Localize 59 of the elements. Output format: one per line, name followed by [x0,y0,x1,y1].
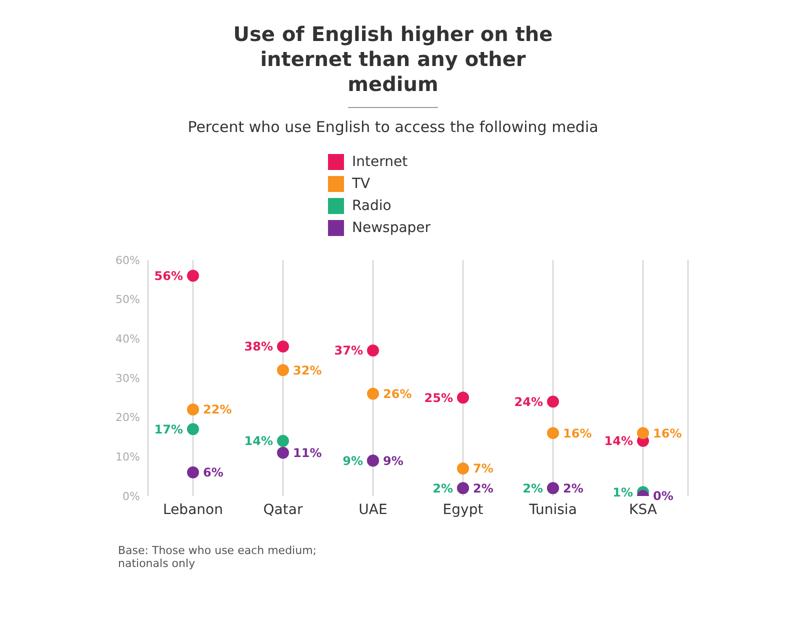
legend-label: Newspaper [352,220,431,236]
data-label: 11% [293,446,322,460]
data-label: 32% [293,363,322,378]
x-tick-label: UAE [358,502,388,518]
data-label: 56% [154,268,183,283]
data-label: 26% [383,386,412,401]
x-tick-label: Lebanon [163,502,223,518]
data-label: 38% [244,340,273,354]
y-tick-label: 20% [116,411,140,424]
data-label: 22% [203,402,232,417]
data-label: 2% [432,481,453,496]
x-tick-label: Egypt [442,502,484,518]
data-label: 6% [203,466,224,480]
point [457,462,469,474]
data-label: 14% [244,434,273,448]
data-label: 7% [473,462,494,476]
data-label: 16% [653,426,682,440]
data-label: 14% [604,434,633,448]
text: Base: Those who use each medium; nationals only [118,544,318,570]
y-tick-label: 10% [116,450,140,464]
x-tick-label: KSA [629,502,658,518]
point [277,340,289,353]
legend-label: TV [352,176,370,192]
y-tick-label: 0% [122,490,140,503]
data-label: 24% [514,394,543,409]
data-label: 0% [653,489,674,504]
x-tick-label: Tunisia [528,502,577,518]
data-label: 1% [612,485,633,500]
point [637,427,649,440]
data-label: 17% [154,422,183,436]
data-label: 37% [334,344,363,358]
x-tick-label: Qatar [263,502,303,518]
point [457,392,469,404]
data-label: 9% [342,454,363,468]
data-label: 2% [522,481,543,496]
point [187,403,199,416]
point [547,427,559,440]
point [187,423,199,436]
point [187,270,199,282]
data-label: 2% [473,481,494,496]
y-tick-label: 40% [116,332,140,346]
chart-title: Use of English higher on the internet than any other medium [232,22,554,97]
data-label: 2% [563,481,584,496]
data-label: 25% [424,390,453,405]
point [277,446,289,459]
point [547,396,559,408]
point [367,344,379,356]
point [367,388,379,400]
legend-label: Radio [352,198,392,214]
point [187,466,199,478]
y-tick-label: 30% [116,372,140,385]
data-label: 9% [383,454,404,468]
point [277,364,289,376]
point [277,434,289,447]
data-label: 16% [563,426,592,440]
legend-label: Internet [352,154,408,170]
y-tick-label: 60% [116,254,140,267]
chart-subtitle: Percent who use English to access the following media [186,118,600,136]
y-tick-label: 50% [116,293,140,306]
